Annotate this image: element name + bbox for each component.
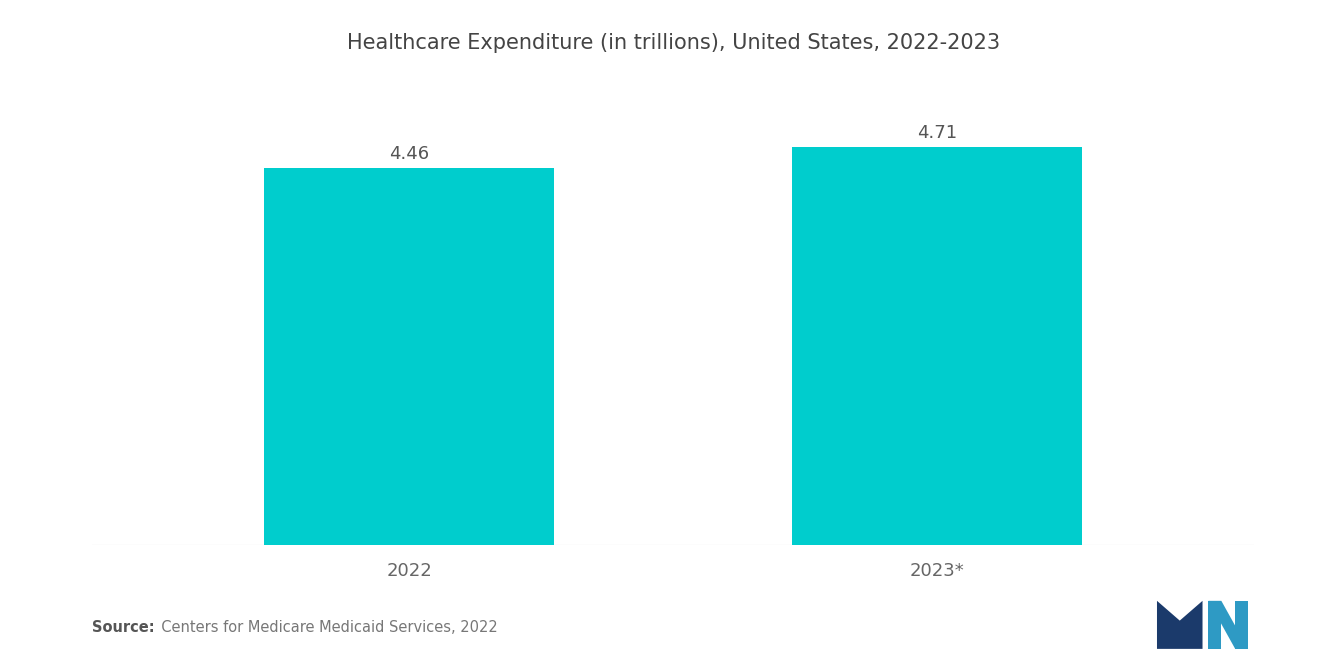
Polygon shape bbox=[1209, 601, 1221, 649]
Polygon shape bbox=[1236, 601, 1249, 649]
Title: Healthcare Expenditure (in trillions), United States, 2022-2023: Healthcare Expenditure (in trillions), U… bbox=[347, 33, 999, 53]
Text: Centers for Medicare Medicaid Services, 2022: Centers for Medicare Medicaid Services, … bbox=[152, 620, 498, 635]
Text: 4.71: 4.71 bbox=[917, 124, 957, 142]
Polygon shape bbox=[1209, 601, 1249, 649]
Text: 4.46: 4.46 bbox=[389, 145, 429, 163]
Polygon shape bbox=[1156, 601, 1203, 649]
Text: Source:: Source: bbox=[92, 620, 154, 635]
Bar bbox=[792, 147, 1082, 545]
Bar bbox=[264, 168, 554, 545]
